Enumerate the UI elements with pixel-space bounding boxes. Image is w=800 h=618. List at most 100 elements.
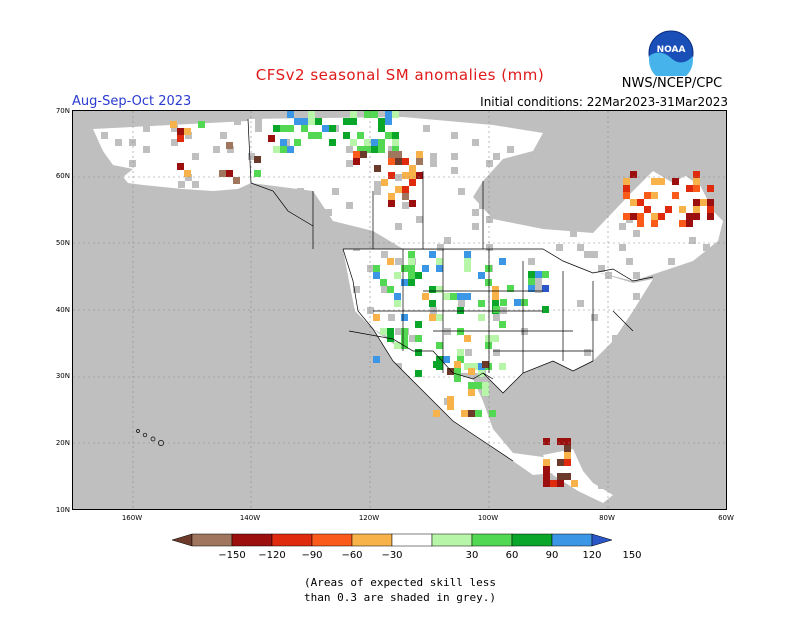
anomaly-cell bbox=[415, 272, 422, 279]
anomaly-cell bbox=[388, 151, 395, 158]
anomaly-cell bbox=[385, 132, 392, 139]
anomaly-cell bbox=[686, 220, 693, 227]
grey-skill-cell bbox=[430, 160, 437, 167]
anomaly-cell bbox=[273, 125, 280, 132]
anomaly-cell bbox=[521, 299, 528, 306]
grey-skill-cell bbox=[304, 265, 311, 272]
anomaly-cell bbox=[392, 132, 399, 139]
anomaly-cell bbox=[308, 111, 315, 118]
grey-skill-cell bbox=[241, 356, 248, 363]
anomaly-cell bbox=[177, 128, 184, 135]
legend-tick-label: −150 bbox=[218, 550, 246, 561]
anomaly-cell bbox=[528, 278, 535, 285]
grey-skill-cell bbox=[689, 286, 696, 293]
grey-skill-cell bbox=[619, 223, 626, 230]
anomaly-cell bbox=[478, 300, 485, 307]
grey-skill-cell bbox=[241, 272, 248, 279]
anomaly-cell bbox=[658, 213, 665, 220]
grey-skill-cell bbox=[255, 118, 262, 125]
grey-skill-cell bbox=[129, 139, 136, 146]
anomaly-cell bbox=[651, 178, 658, 185]
anomaly-cell bbox=[637, 199, 644, 206]
grey-skill-cell bbox=[248, 454, 255, 461]
anomaly-cell bbox=[644, 192, 651, 199]
canada-provinces bbox=[312, 171, 484, 249]
grey-skill-cell bbox=[290, 412, 297, 419]
grey-skill-cell bbox=[164, 454, 171, 461]
grey-skill-cell bbox=[164, 349, 171, 356]
grey-skill-cell bbox=[171, 370, 178, 377]
grey-skill-cell bbox=[192, 279, 199, 286]
grey-skill-cell bbox=[605, 132, 612, 139]
grey-skill-cell bbox=[591, 251, 598, 258]
grey-skill-cell bbox=[402, 398, 409, 405]
anomaly-cell bbox=[353, 151, 360, 158]
anomaly-cell bbox=[464, 251, 471, 258]
anomaly-cell bbox=[436, 314, 443, 321]
anomaly-cell bbox=[381, 179, 388, 186]
anomaly-cell bbox=[464, 293, 471, 300]
grey-skill-cell bbox=[556, 384, 563, 391]
anomaly-cell bbox=[447, 396, 454, 403]
grey-skill-cell bbox=[472, 139, 479, 146]
grey-skill-cell bbox=[570, 230, 577, 237]
grey-skill-cell bbox=[668, 118, 675, 125]
anomaly-cell bbox=[436, 286, 443, 293]
anomaly-cell bbox=[350, 139, 357, 146]
grey-skill-cell bbox=[269, 244, 276, 251]
anomaly-cell bbox=[665, 206, 672, 213]
grey-skill-cell bbox=[115, 139, 122, 146]
grey-skill-cell bbox=[185, 174, 192, 181]
grey-skill-cell bbox=[346, 384, 353, 391]
anomaly-cell bbox=[373, 314, 380, 321]
anomaly-cell bbox=[468, 389, 475, 396]
anomaly-cell bbox=[707, 206, 714, 213]
anomaly-cell bbox=[374, 165, 381, 172]
map-title: CFSv2 seasonal SM anomalies (mm) bbox=[255, 66, 545, 84]
anomaly-cell bbox=[378, 139, 385, 146]
grey-skill-cell bbox=[577, 195, 584, 202]
anomaly-cell bbox=[454, 368, 461, 375]
anomaly-cell bbox=[543, 466, 550, 473]
grey-skill-cell bbox=[164, 405, 171, 412]
anomaly-cell bbox=[475, 410, 482, 417]
lon-label-160w: 160W bbox=[121, 514, 143, 522]
grey-skill-cell bbox=[360, 412, 367, 419]
grey-skill-cell bbox=[185, 132, 192, 139]
grey-skill-cell bbox=[290, 293, 297, 300]
grey-skill-cell bbox=[402, 202, 409, 209]
anomaly-cell bbox=[273, 146, 280, 153]
anomaly-cell bbox=[450, 293, 457, 300]
anomaly-cell bbox=[394, 293, 401, 300]
mexico-land bbox=[373, 329, 563, 475]
coastline-gulf bbox=[482, 360, 594, 394]
anomaly-cell bbox=[651, 192, 658, 199]
grey-skill-cell bbox=[143, 146, 150, 153]
grey-skill-cell bbox=[325, 314, 332, 321]
anomaly-cell bbox=[408, 258, 415, 265]
grey-skill-cell bbox=[346, 230, 353, 237]
grey-skill-cell bbox=[493, 153, 500, 160]
anomaly-cell bbox=[184, 170, 191, 177]
grey-skill-cell bbox=[465, 461, 472, 468]
anomaly-cell bbox=[564, 473, 571, 480]
anomaly-cell bbox=[542, 306, 549, 313]
legend-tick-label: 30 bbox=[465, 550, 479, 561]
anomaly-cell bbox=[535, 271, 542, 278]
grey-skill-cell bbox=[626, 419, 633, 426]
anomaly-cell bbox=[436, 342, 443, 349]
grey-skill-cell bbox=[395, 412, 402, 419]
grey-skill-cell bbox=[535, 440, 542, 447]
skill-note-line-2: than 0.3 are shaded in grey.) bbox=[303, 591, 497, 604]
anomaly-cell bbox=[308, 132, 315, 139]
grey-skill-cell bbox=[346, 202, 353, 209]
grey-skill-cell bbox=[591, 426, 598, 433]
anomaly-cell bbox=[385, 111, 392, 118]
anomaly-cell bbox=[373, 356, 380, 363]
grey-skill-cell bbox=[311, 475, 318, 482]
grey-skill-cell bbox=[374, 188, 381, 195]
grey-skill-cell bbox=[87, 237, 94, 244]
anomaly-cell bbox=[280, 139, 287, 146]
legend-swatch bbox=[191, 533, 233, 547]
anomaly-cell bbox=[492, 286, 499, 293]
